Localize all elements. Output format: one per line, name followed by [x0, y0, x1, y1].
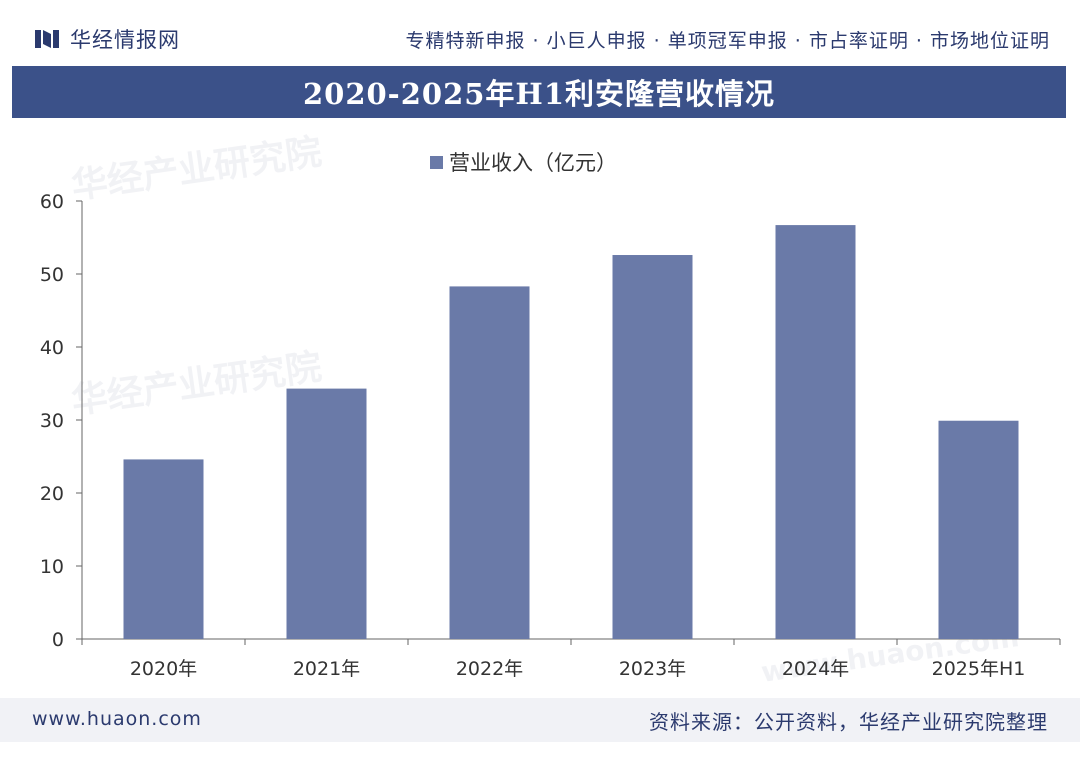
- x-tick-label: 2022年: [456, 658, 523, 680]
- x-tick-label: 2024年: [782, 658, 849, 680]
- bar: [123, 459, 204, 639]
- y-tick-label: 30: [40, 410, 64, 432]
- legend-swatch: [430, 155, 443, 169]
- header: 华经情报网 专精特新申报 · 小巨人申报 · 单项冠军申报 · 市占率证明 · …: [0, 14, 1080, 62]
- bar: [775, 225, 856, 639]
- y-tick-label: 60: [40, 191, 64, 213]
- chart-area: 华经产业研究院 华经产业研究院 www.huaon.com 营业收入（亿元） 0…: [0, 130, 1080, 690]
- logo-icon: [35, 30, 59, 48]
- y-tick-label: 40: [40, 337, 64, 359]
- y-tick-label: 20: [40, 483, 64, 505]
- x-tick-label: 2020年: [130, 658, 197, 680]
- y-tick-label: 50: [40, 264, 64, 286]
- y-tick-label: 0: [52, 629, 64, 651]
- bar: [286, 388, 367, 639]
- logo-text: 华经情报网: [70, 28, 180, 52]
- x-tick-label: 2021年: [293, 658, 360, 680]
- brand-logo[interactable]: 华经情报网: [34, 24, 180, 54]
- bar: [449, 286, 530, 639]
- x-tick-label: 2025年H1: [932, 658, 1026, 680]
- y-tick-label: 10: [40, 556, 64, 578]
- legend-label: 营业收入（亿元）: [449, 151, 617, 175]
- bar: [612, 255, 693, 639]
- legend: 营业收入（亿元）: [430, 150, 617, 175]
- bar-chart: 0 10 20 30 40 50 60 2020年 2021年 2022年 2023年 2024年 20…: [40, 191, 1061, 680]
- x-tick-label: 2023年: [619, 658, 686, 680]
- chart-title: 2020-2025年H1利安隆营收情况: [302, 77, 776, 111]
- footer: www.huaon.com 资料来源：公开资料，华经产业研究院整理: [0, 698, 1080, 742]
- footer-url[interactable]: www.huaon.com: [32, 708, 202, 730]
- footer-source: 资料来源：公开资料，华经产业研究院整理: [649, 710, 1048, 734]
- title-bar: 2020-2025年H1利安隆营收情况: [12, 66, 1066, 118]
- bar: [938, 420, 1019, 639]
- services-list: 专精特新申报 · 小巨人申报 · 单项冠军申报 · 市占率证明 · 市场地位证明: [405, 30, 1050, 52]
